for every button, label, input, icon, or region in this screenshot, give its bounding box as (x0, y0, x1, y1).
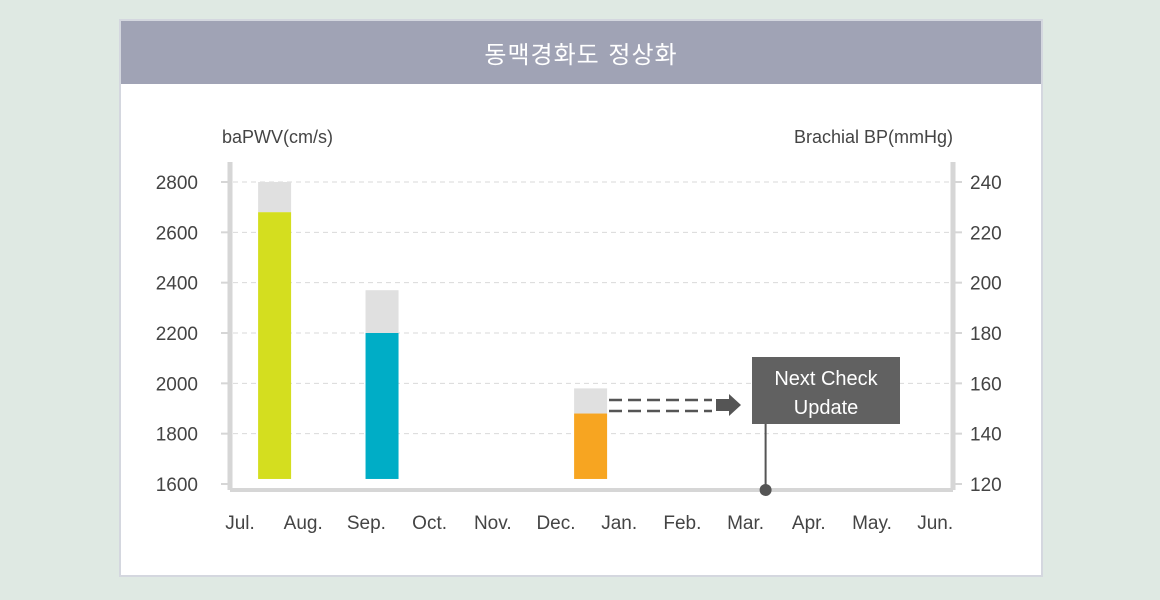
x-tick-label: Aug. (284, 513, 323, 534)
arrow-right-icon (716, 394, 741, 416)
y-tick-label-left: 1800 (156, 425, 198, 446)
bar-cap (365, 290, 399, 333)
trend-arrow (609, 394, 741, 416)
axes (227, 162, 956, 492)
y-tick-label-left: 1600 (156, 475, 198, 496)
x-tick-label: Mar. (727, 513, 764, 534)
y-tick-label-right: 220 (970, 223, 1002, 244)
bar-cap (574, 388, 608, 414)
x-tick-label: Sep. (347, 513, 386, 534)
annotation-dot (759, 484, 772, 496)
bars (258, 182, 608, 479)
y-tick-label-right: 120 (970, 475, 1002, 496)
x-tick-label: Dec. (536, 513, 575, 534)
chart-header: 동맥경화도 정상화 (121, 21, 1041, 84)
bar (574, 413, 608, 479)
y-ticks-left: 2800 2600 2400 2200 2000 1800 1600 (156, 173, 230, 496)
annotation-line-1: Next Check (774, 368, 878, 390)
x-tick-label: Jul. (225, 513, 255, 534)
x-tick-label: Apr. (792, 513, 826, 534)
annotation-line-2: Update (794, 397, 859, 419)
y-tick-label-right: 180 (970, 324, 1002, 345)
bar-cap (258, 182, 292, 213)
x-tick-label: May. (852, 513, 892, 534)
x-tick-label: Oct. (412, 513, 447, 534)
x-tick-label: Jan. (601, 513, 637, 534)
y-tick-label-left: 2200 (156, 324, 198, 345)
y-ticks-right: 240 220 200 180 160 140 120 (953, 173, 1002, 496)
y-tick-label-left: 2600 (156, 223, 198, 244)
y-tick-label-right: 140 (970, 425, 1002, 446)
y-tick-label-left: 2400 (156, 274, 198, 295)
x-tick-label: Jun. (917, 513, 953, 534)
y-tick-label-left: 2800 (156, 173, 198, 194)
y-axis-label-left: baPWV(cm/s) (222, 127, 333, 147)
annotation-box (752, 357, 900, 424)
x-tick-label: Feb. (663, 513, 701, 534)
y-tick-label-right: 200 (970, 274, 1002, 295)
next-check-annotation: Next Check Update (752, 357, 900, 496)
bar (258, 212, 292, 479)
chart-title: 동맥경화도 정상화 (484, 41, 678, 69)
x-tick-label: Nov. (474, 513, 512, 534)
bar (365, 333, 399, 479)
y-tick-label-right: 160 (970, 374, 1002, 395)
x-ticks: Jul. Aug. Sep. Oct. Nov. Dec. Jan. Feb. Mar. Apr.… (225, 513, 953, 534)
y-tick-label-right: 240 (970, 173, 1002, 194)
y-tick-label-left: 2000 (156, 374, 198, 395)
y-axis-label-right: Brachial BP(mmHg) (794, 127, 953, 147)
